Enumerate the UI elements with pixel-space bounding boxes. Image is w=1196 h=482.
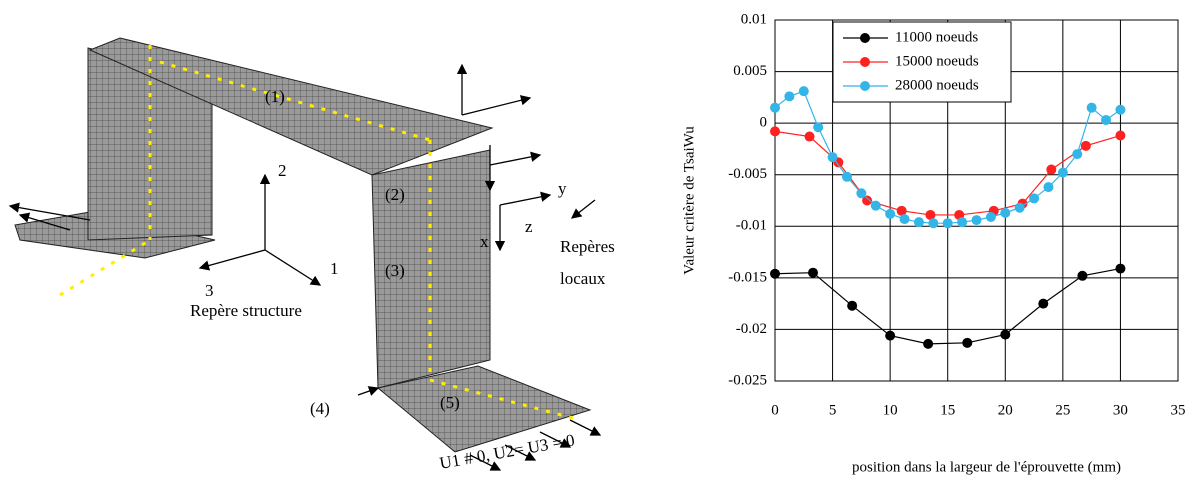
y-tick-label: -0.01	[736, 218, 767, 234]
data-point	[1115, 104, 1126, 115]
right-wall	[371, 149, 491, 389]
data-point	[1038, 298, 1049, 309]
x-tick-label: 30	[1113, 402, 1128, 418]
y-tick-label: -0.005	[728, 166, 767, 182]
y-tick-label: -0.015	[728, 269, 767, 285]
data-point	[962, 337, 973, 348]
data-point	[1046, 164, 1057, 175]
top-face	[88, 37, 494, 176]
legend-marker	[860, 33, 870, 43]
data-point	[1000, 329, 1011, 340]
arrows	[8, 63, 602, 471]
x-tick-label: 25	[1055, 402, 1070, 418]
diagram-label: x	[480, 232, 489, 251]
data-point	[804, 131, 815, 142]
data-point	[1080, 140, 1091, 151]
section-lines	[59, 45, 581, 422]
diagram-label: 1	[330, 259, 339, 278]
data-point	[1115, 130, 1126, 141]
data-point	[971, 215, 982, 226]
data-point	[1043, 182, 1054, 193]
legend-marker	[860, 81, 870, 91]
x-tick-label: 10	[883, 402, 898, 418]
legend-label: 15000 noeuds	[895, 53, 979, 69]
data-point	[928, 218, 939, 229]
data-point	[1057, 167, 1068, 178]
diagram-label: (3)	[385, 261, 405, 280]
data-point	[856, 188, 867, 199]
legend-label: 28000 noeuds	[895, 77, 979, 93]
data-point	[885, 208, 896, 219]
series-line	[774, 267, 1121, 345]
chart: -0.025 -0.02 -0.015 -0.01 -0.005 0 0.005 0.01 0 5…	[681, 11, 1185, 475]
data-point	[957, 217, 968, 228]
data-point	[1000, 207, 1011, 218]
diagram-label: (5)	[440, 393, 460, 412]
y-axis-label: Valeur critère de TsaiWu	[681, 126, 697, 275]
data-point	[923, 338, 934, 349]
data-point	[841, 171, 852, 182]
data-point	[913, 217, 924, 228]
data-point	[1014, 202, 1025, 213]
x-tick-label: 35	[1171, 402, 1186, 418]
x-tick-label: 20	[998, 402, 1013, 418]
diagram-label: locaux	[560, 269, 606, 288]
data-point	[1086, 102, 1097, 113]
data-point	[784, 91, 795, 102]
diagram-label: z	[525, 217, 533, 236]
x-axis-label: position dans la largeur de l'éprouvette…	[852, 459, 1121, 475]
data-point	[896, 205, 907, 216]
diagram-label: 2	[278, 161, 287, 180]
x-tick-label: 0	[771, 402, 779, 418]
right-foot	[376, 365, 592, 453]
data-point	[899, 214, 910, 225]
fe-model	[8, 37, 602, 471]
data-point	[798, 86, 809, 97]
data-point	[770, 126, 780, 137]
diagram-label: Repères	[560, 237, 615, 256]
data-point	[827, 152, 838, 163]
x-tick-label: 15	[940, 402, 955, 418]
data-point	[1077, 270, 1088, 281]
data-point	[1029, 193, 1040, 204]
data-point	[1101, 115, 1112, 126]
diagram-label: (4)	[310, 399, 330, 418]
y-tick-label: 0.005	[733, 63, 767, 79]
diagram-label: (1)	[265, 87, 285, 106]
diagram-label: y	[558, 179, 567, 198]
y-tick-label: -0.02	[736, 321, 767, 337]
y-tick-label: 0.01	[741, 11, 767, 27]
data-point	[885, 330, 896, 341]
data-point	[847, 300, 858, 311]
diagram-label: 3	[205, 281, 214, 300]
legend-label: 11000 noeuds	[895, 29, 978, 45]
y-tick-label: -0.025	[728, 372, 767, 388]
data-point	[813, 122, 824, 133]
data-point	[770, 268, 780, 279]
data-point	[985, 212, 996, 223]
diagram-label: Repère structure	[190, 301, 302, 320]
data-point	[1115, 263, 1126, 274]
plot-frame	[774, 19, 1179, 382]
data-point	[870, 200, 881, 211]
data-point	[1072, 149, 1083, 160]
data-point	[925, 209, 936, 220]
data-point	[770, 102, 780, 113]
y-tick-label: 0	[760, 115, 768, 131]
legend-marker	[860, 57, 870, 67]
diagram-label: (2)	[385, 185, 405, 204]
x-tick-label: 5	[829, 402, 837, 418]
data-point	[942, 218, 953, 229]
data-point	[862, 195, 873, 206]
data-point	[807, 267, 818, 278]
